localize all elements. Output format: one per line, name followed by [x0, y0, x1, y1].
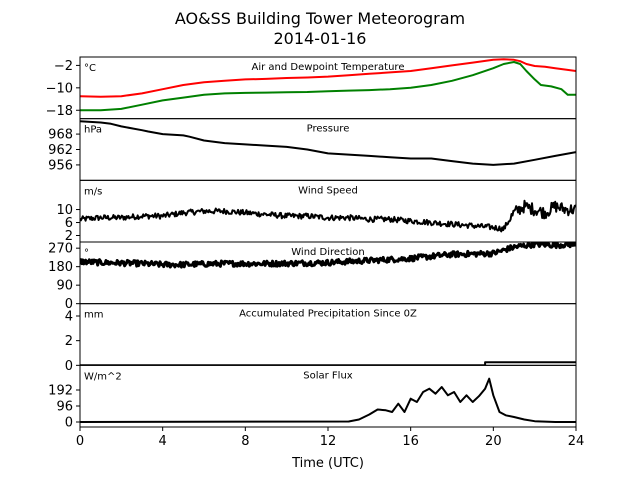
y-tick-label-4-0: 4: [65, 310, 73, 325]
panel-4: 4 2 0 mm Accumulated Precipitation Since 0Z: [65, 303, 577, 374]
panel-unit-2: m/s: [84, 186, 102, 197]
panel-title-0: Air and Dewpoint Temperature: [252, 62, 405, 73]
y-tick-label-2-1: 6: [65, 216, 73, 231]
x-axis: 0 4 8 12 16 20 24: [76, 427, 584, 449]
x-tick-label-0: 0: [76, 434, 84, 449]
panel-3: 270 180 90 0 ° Wind Direction: [48, 241, 577, 312]
x-tick-label-6: 24: [568, 434, 585, 449]
panel-title-3: Wind Direction: [291, 247, 365, 258]
series-line-0-1: [80, 61, 576, 112]
y-tick-label-3-0: 270: [48, 242, 73, 257]
panel-unit-0: °C: [84, 63, 96, 74]
y-tick-label-1-0: 968: [48, 128, 73, 143]
y-tick-label-1-2: 956: [48, 158, 73, 173]
y-tick-label-0-2: −18: [46, 104, 73, 119]
panel-0: −2 −10 −18 °C Air and Dewpoint Temperature: [46, 56, 577, 120]
x-tick-label-1: 4: [159, 434, 167, 449]
y-tick-label-2-0: 10: [56, 203, 73, 218]
y-tick-label-5-2: 0: [65, 416, 73, 431]
panel-title-4: Accumulated Precipitation Since 0Z: [239, 309, 417, 320]
panel-unit-4: mm: [84, 310, 103, 321]
panel-title-2: Wind Speed: [298, 185, 358, 196]
y-tick-label-3-3: 0: [65, 297, 73, 312]
series-line-2-0: [80, 199, 576, 233]
x-tick-label-4: 16: [402, 434, 419, 449]
series-line-0-0: [80, 58, 576, 98]
y-tick-label-5-1: 96: [56, 400, 73, 415]
x-axis-label: Time (UTC): [291, 456, 364, 471]
panel-title-5: Solar Flux: [303, 370, 353, 381]
y-tick-label-4-1: 2: [65, 334, 73, 349]
series-line-1-0: [80, 120, 576, 166]
panel-unit-1: hPa: [84, 125, 102, 136]
x-tick-label-3: 12: [320, 434, 337, 449]
x-tick-label-5: 20: [485, 434, 502, 449]
x-tick-label-2: 8: [241, 434, 249, 449]
y-tick-label-2-2: 2: [65, 229, 73, 244]
series-line-3-0: [80, 242, 576, 269]
y-tick-label-0-1: −10: [46, 81, 73, 96]
y-tick-label-0-0: −2: [54, 59, 73, 74]
series-line-5-0: [80, 377, 576, 423]
panel-stack: −2 −10 −18 °C Air and Dewpoint Temperature 96…: [46, 56, 577, 431]
chart-title-line2: 2014-01-16: [274, 29, 367, 48]
chart-title-line1: AO&SS Building Tower Meteorogram: [175, 9, 465, 28]
y-tick-label-4-2: 0: [65, 359, 73, 374]
panel-title-1: Pressure: [307, 124, 350, 135]
panel-unit-3: °: [84, 248, 89, 259]
y-tick-label-5-0: 192: [48, 384, 73, 399]
y-tick-label-3-2: 90: [56, 279, 73, 294]
y-tick-label-1-1: 962: [48, 143, 73, 158]
panel-unit-5: W/m^2: [84, 371, 122, 382]
y-tick-label-3-1: 180: [48, 260, 73, 275]
